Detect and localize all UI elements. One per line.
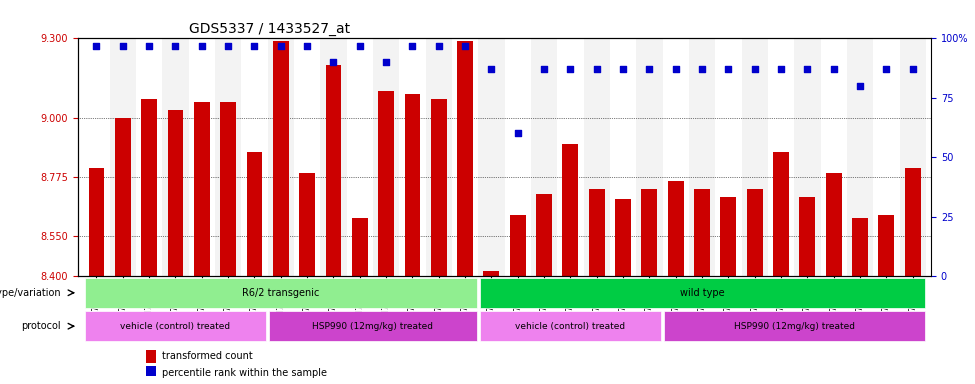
Point xyxy=(273,43,289,49)
Bar xyxy=(694,189,710,276)
Text: protocol: protocol xyxy=(21,321,60,331)
Bar xyxy=(795,38,821,276)
Point xyxy=(615,66,631,72)
Bar xyxy=(510,215,526,276)
Point xyxy=(773,66,789,72)
Bar xyxy=(352,218,368,276)
Point xyxy=(563,66,578,72)
Point xyxy=(852,83,868,89)
FancyBboxPatch shape xyxy=(85,278,477,308)
Bar xyxy=(484,271,499,276)
Bar xyxy=(320,38,346,276)
Bar xyxy=(563,144,578,276)
Bar xyxy=(267,38,293,276)
Bar xyxy=(405,94,420,276)
Point xyxy=(800,66,815,72)
Point xyxy=(194,43,210,49)
Bar xyxy=(589,189,604,276)
Point xyxy=(89,43,104,49)
Bar xyxy=(584,38,610,276)
Point xyxy=(115,43,131,49)
Bar xyxy=(905,168,920,276)
Bar xyxy=(214,38,241,276)
Point xyxy=(721,66,736,72)
Bar xyxy=(372,38,399,276)
Bar xyxy=(220,102,236,276)
Bar xyxy=(326,65,341,276)
Bar xyxy=(115,118,131,276)
FancyBboxPatch shape xyxy=(480,311,661,341)
Bar xyxy=(89,168,104,276)
Bar xyxy=(162,38,188,276)
Text: GDS5337 / 1433527_at: GDS5337 / 1433527_at xyxy=(189,22,350,36)
FancyBboxPatch shape xyxy=(480,278,924,308)
Point xyxy=(826,66,841,72)
Bar xyxy=(689,38,716,276)
Point xyxy=(299,43,315,49)
Point xyxy=(747,66,762,72)
Bar xyxy=(531,38,558,276)
Point xyxy=(220,43,236,49)
FancyBboxPatch shape xyxy=(269,311,477,341)
Bar xyxy=(431,99,447,276)
Bar xyxy=(146,349,156,363)
Point xyxy=(905,66,920,72)
Bar xyxy=(378,91,394,276)
Bar xyxy=(852,218,868,276)
Bar xyxy=(478,38,505,276)
Bar xyxy=(800,197,815,276)
Text: transformed count: transformed count xyxy=(162,351,253,361)
Text: HSP990 (12mg/kg) treated: HSP990 (12mg/kg) treated xyxy=(312,322,434,331)
Bar xyxy=(847,38,874,276)
Bar xyxy=(146,366,156,380)
Bar xyxy=(299,173,315,276)
Text: R6/2 transgenic: R6/2 transgenic xyxy=(242,288,320,298)
Bar xyxy=(425,38,451,276)
Text: percentile rank within the sample: percentile rank within the sample xyxy=(162,368,327,378)
Text: wild type: wild type xyxy=(680,288,724,298)
Bar xyxy=(536,194,552,276)
Point xyxy=(326,59,341,65)
Bar xyxy=(747,189,762,276)
Point xyxy=(352,43,368,49)
Bar xyxy=(826,173,841,276)
Bar xyxy=(900,38,926,276)
Point xyxy=(642,66,657,72)
Bar xyxy=(457,41,473,276)
Bar xyxy=(637,38,663,276)
Text: vehicle (control) treated: vehicle (control) treated xyxy=(120,322,230,331)
Point xyxy=(878,66,894,72)
Bar xyxy=(194,102,210,276)
Point xyxy=(536,66,552,72)
Point xyxy=(141,43,157,49)
Bar xyxy=(273,41,289,276)
Bar xyxy=(742,38,768,276)
FancyBboxPatch shape xyxy=(85,311,266,341)
Bar xyxy=(773,152,789,276)
Point xyxy=(431,43,447,49)
Point xyxy=(668,66,683,72)
Point xyxy=(457,43,473,49)
Bar xyxy=(878,215,894,276)
Bar xyxy=(615,199,631,276)
Point xyxy=(247,43,262,49)
Text: HSP990 (12mg/kg) treated: HSP990 (12mg/kg) treated xyxy=(734,322,855,331)
Point xyxy=(484,66,499,72)
Bar xyxy=(642,189,657,276)
Point xyxy=(168,43,183,49)
FancyBboxPatch shape xyxy=(664,311,924,341)
Point xyxy=(694,66,710,72)
Bar xyxy=(247,152,262,276)
Bar xyxy=(668,181,683,276)
Bar xyxy=(721,197,736,276)
Text: vehicle (control) treated: vehicle (control) treated xyxy=(516,322,625,331)
Bar xyxy=(109,38,136,276)
Point xyxy=(589,66,604,72)
Point xyxy=(510,131,526,137)
Bar xyxy=(141,99,157,276)
Point xyxy=(378,59,394,65)
Bar xyxy=(168,110,183,276)
Text: genotype/variation: genotype/variation xyxy=(0,288,60,298)
Point xyxy=(405,43,420,49)
